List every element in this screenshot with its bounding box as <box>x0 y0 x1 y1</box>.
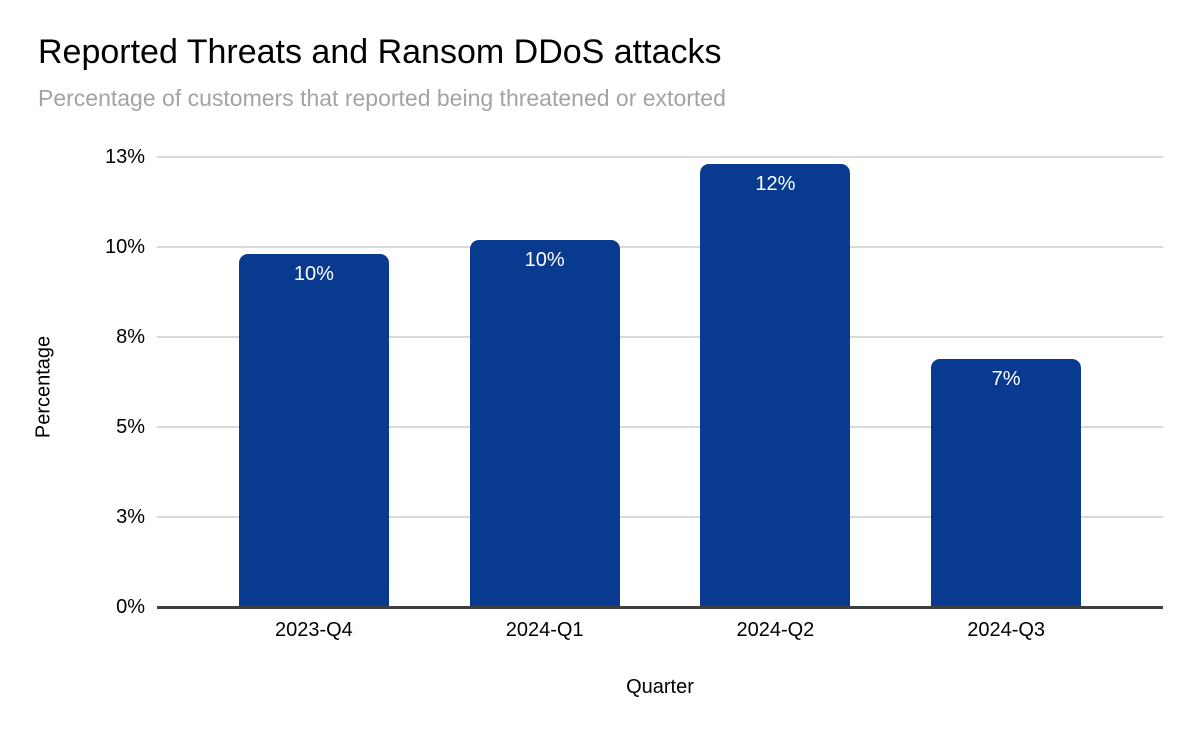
x-axis-title: Quarter <box>626 676 694 698</box>
bar-value-label: 10% <box>293 263 334 286</box>
y-tick-label: 8% <box>116 326 145 348</box>
y-tick-label: 13% <box>104 146 145 168</box>
gridline <box>157 156 1163 158</box>
y-tick-label: 10% <box>104 236 145 258</box>
bar-2024-q1: 10% <box>469 239 620 607</box>
bar-2023-q4: 10% <box>238 254 389 607</box>
bar-2024-q3: 7% <box>931 358 1082 607</box>
plot-area: 0% 3% 5% 8% 10% 13% 10% 2023-Q4 10% 2024-Q1 12% 202… <box>105 146 1163 641</box>
gridline <box>157 336 1163 338</box>
y-tick-label: 5% <box>116 416 145 438</box>
x-tick-label: 2023-Q4 <box>274 619 353 641</box>
y-tick-label: 0% <box>116 596 145 618</box>
x-axis-line <box>157 605 1163 609</box>
x-tick-label: 2024-Q3 <box>967 619 1046 641</box>
bar-value-label: 10% <box>524 248 565 271</box>
x-tick-label: 2024-Q2 <box>736 619 815 641</box>
bar-value-label: 12% <box>755 173 796 196</box>
bar-value-label: 7% <box>991 367 1021 390</box>
bar-2024-q2: 12% <box>700 164 851 607</box>
x-tick-label: 2024-Q1 <box>505 619 584 641</box>
chart-subtitle: Percentage of customers that reported be… <box>38 85 726 111</box>
gridline <box>157 516 1163 518</box>
gridline <box>157 426 1163 428</box>
chart-title: Reported Threats and Ransom DDoS attacks <box>38 33 722 71</box>
y-tick-label: 3% <box>116 506 145 528</box>
gridline <box>157 246 1163 248</box>
